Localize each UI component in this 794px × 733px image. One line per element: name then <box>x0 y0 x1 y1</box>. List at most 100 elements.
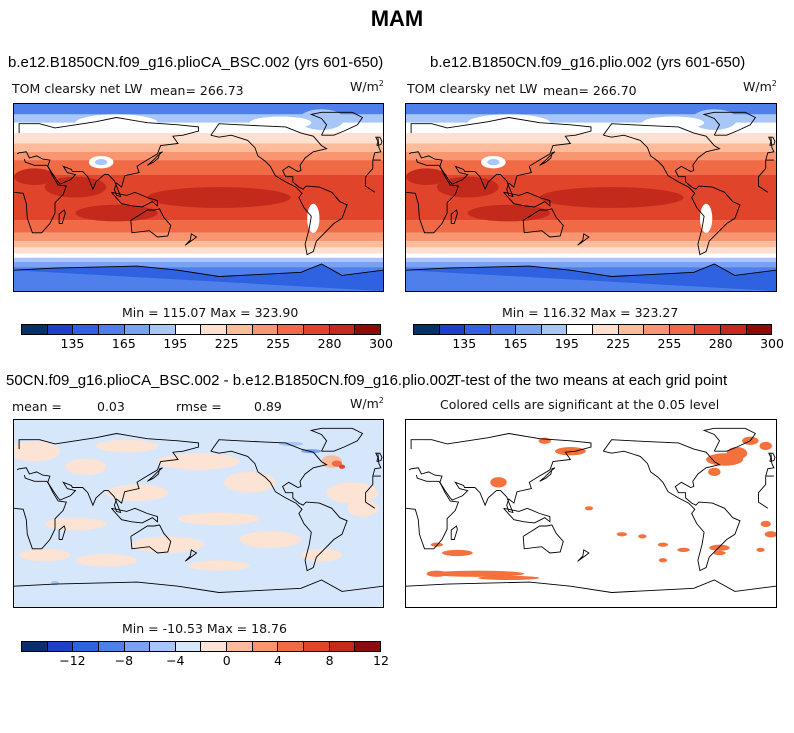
colorbar-top-left-swatch-1 <box>47 325 74 334</box>
map-bottom-left-coastline-newzealand <box>184 549 198 562</box>
colorbar-bottom-left-swatch-7 <box>201 642 228 651</box>
colorbar-top-right-swatch-4 <box>516 325 542 334</box>
colorbar-top-right-swatch-8 <box>618 325 645 334</box>
units-label-top-left: W/m2 <box>350 79 384 95</box>
mean-value-bottom-left: 0.03 <box>97 399 125 414</box>
colorbar-top-right-swatch-13 <box>746 325 772 334</box>
map-top-right-band-8 <box>406 220 776 233</box>
map-bottom-right-significant-cell-15 <box>760 520 771 528</box>
colorbar-top-right-swatch-3 <box>490 325 517 334</box>
colorbar-top-right-swatch-7 <box>593 325 619 334</box>
map-top-left-warm-seasia <box>75 204 158 222</box>
colorbar-top-right-swatch-1 <box>439 325 466 334</box>
map-top-left-coastline-uk <box>375 136 383 147</box>
map-bottom-left <box>13 419 384 608</box>
map-bottom-left-coastline-americas <box>210 439 348 572</box>
map-top-right-tibet-core <box>487 159 500 166</box>
variable-label-top-left: TOM clearsky net LW <box>12 81 143 96</box>
variable-label-top-right: TOM clearsky net LW <box>407 81 538 96</box>
map-bottom-left-coastline-uk <box>375 452 383 463</box>
subtitle-bottom-right: Colored cells are significant at the 0.0… <box>440 397 720 412</box>
map-top-left-band-0 <box>14 104 383 115</box>
map-top-left-antarctica-fill <box>14 264 383 291</box>
colorbar-top-left-swatch-0 <box>22 325 48 334</box>
colorbar-top-right <box>413 324 772 335</box>
map-bottom-left-warm-patch-2 <box>157 453 240 470</box>
colorbar-bottom-left-tick: −8 <box>114 653 134 668</box>
colorbar-bottom-left <box>21 641 381 652</box>
map-bottom-left-warm-patch-1 <box>65 458 107 476</box>
minmax-bottom-left: Min = -10.53 Max = 18.76 <box>122 621 287 636</box>
colorbar-top-left-swatch-13 <box>355 325 380 334</box>
colorbar-top-left-swatch-4 <box>124 325 151 334</box>
map-top-right-coastline-australia <box>522 208 564 238</box>
colorbar-top-right-swatch-6 <box>567 325 594 334</box>
panel-title-top-left: b.e12.B1850CN.f09_g16.plioCA_BSC.002 (yr… <box>8 54 384 71</box>
map-bottom-right-significant-cell-12 <box>677 547 690 552</box>
colorbar-top-left-swatch-5 <box>150 325 176 334</box>
map-top-right-coastline-newzealand <box>577 233 590 246</box>
map-bottom-left-coastline-greenland <box>309 427 364 452</box>
map-top-right-band-1 <box>406 114 776 123</box>
colorbar-top-right-swatch-12 <box>720 325 747 334</box>
colorbar-bottom-left-swatch-3 <box>98 642 125 651</box>
colorbar-bottom-left-swatch-9 <box>252 642 279 651</box>
colorbar-top-left-swatch-12 <box>329 325 356 334</box>
map-top-left-warm-indian <box>44 176 107 198</box>
map-top-left-band-6 <box>14 160 383 175</box>
map-top-right-band-12 <box>406 253 776 258</box>
colorbar-top-left-tick: 165 <box>111 336 136 351</box>
map-bottom-right-significant-cell-19 <box>426 570 448 577</box>
colorbar-top-right-swatch-0 <box>414 325 440 334</box>
colorbar-bottom-left-tick: 12 <box>373 653 389 668</box>
map-bottom-left-coastline-antarctica <box>14 579 383 593</box>
colorbar-ticks-top-left: 135 165 195 225 255 280 300 <box>21 336 392 352</box>
map-bottom-left-warm-patch-12 <box>75 554 137 567</box>
map-bottom-right-significant-cell-1 <box>726 447 748 460</box>
map-top-left-warm-pacific <box>147 187 291 208</box>
map-bottom-left-warm-patch-8 <box>239 531 301 548</box>
map-top-right-coastline-americas <box>602 123 741 256</box>
colorbar-top-right-tick: 135 <box>452 336 477 351</box>
colorbar-bottom-left-swatch-1 <box>47 642 74 651</box>
colorbar-top-right-swatch-2 <box>465 325 491 334</box>
colorbar-bottom-left-swatch-4 <box>124 642 151 651</box>
colorbar-top-left-tick: 225 <box>214 336 239 351</box>
map-bottom-right-significant-cell-11 <box>657 542 669 547</box>
map-top-left-coastline-americas <box>210 123 348 256</box>
rmse-label-bottom-left: rmse = <box>176 399 222 414</box>
map-bottom-left-coastline-indonesia <box>111 507 158 524</box>
map-top-left-coastline-indonesia <box>111 191 158 208</box>
colorbar-bottom-left-tick: −4 <box>166 653 185 668</box>
map-bottom-left-warm-patch-5 <box>326 482 378 504</box>
map-bottom-left-warm-patch-11 <box>301 548 342 562</box>
mean-label-bottom-left: mean = <box>12 399 62 414</box>
map-bottom-right-significant-cell-22 <box>756 547 765 552</box>
map-top-left-band-11 <box>14 247 383 254</box>
map-top-right-band-14 <box>406 261 776 268</box>
map-top-left-siberia-cold <box>75 114 158 132</box>
map-top-right-warm-indian <box>436 176 499 198</box>
map-bottom-right-coastline-australia <box>522 524 564 554</box>
map-bottom-right-coastline-newzealand <box>577 549 590 562</box>
map-top-left-band-13 <box>14 257 383 262</box>
map-top-left-band-14 <box>14 261 383 268</box>
map-bottom-left-warm-patch-15 <box>96 439 158 453</box>
map-bottom-right-significant-cell-18 <box>431 570 525 577</box>
colorbar-ticks-top-right: 135 165 195 225 255 280 300 <box>413 336 784 352</box>
map-bottom-right-significant-cell-6 <box>555 447 586 456</box>
main-title: MAM <box>370 6 424 31</box>
colorbar-bottom-left-tick: 8 <box>325 653 334 668</box>
colorbar-top-right-tick: 280 <box>708 336 733 351</box>
map-top-left-coastline-madagascar <box>58 209 66 224</box>
colorbar-bottom-left-swatch-5 <box>150 642 176 651</box>
map-top-left-band-5 <box>14 151 383 161</box>
map-top-right-siberia-cold <box>467 114 550 132</box>
map-top-left-coastline-antarctica <box>14 263 383 277</box>
colorbar-top-left <box>21 324 381 335</box>
mean-label-top-right: mean= 266.70 <box>543 83 637 98</box>
colorbar-top-left-swatch-7 <box>201 325 228 334</box>
map-bottom-left-svg <box>14 420 383 607</box>
colorbar-ticks-bottom-left: −12 −8 −4 0 4 8 12 <box>21 653 389 669</box>
map-top-left-coastline-newzealand <box>184 233 198 246</box>
